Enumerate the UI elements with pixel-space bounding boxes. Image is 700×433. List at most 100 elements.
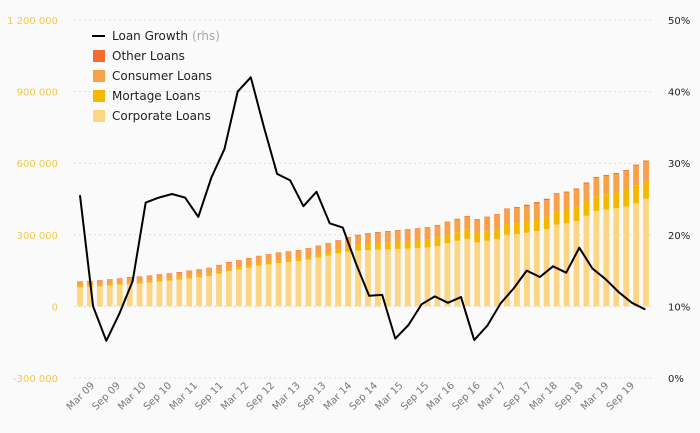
bar-consumer-loans xyxy=(464,216,471,230)
loan-growth-point xyxy=(486,325,488,327)
bar-corporate-loans xyxy=(166,280,173,307)
loan-growth-point xyxy=(499,302,502,305)
bar-corporate-loans xyxy=(484,240,491,307)
loan-growth-point xyxy=(329,222,331,224)
bar-corporate-loans xyxy=(265,264,272,307)
bar-mortage-loans xyxy=(216,271,222,274)
bar-other-loans xyxy=(444,221,451,223)
bar-mortage-loans xyxy=(255,263,262,266)
bar-mortage-loans xyxy=(126,282,133,285)
bar-mortage-loans xyxy=(235,267,242,270)
bar-consumer-loans xyxy=(265,254,272,263)
legend-hint: (rhs) xyxy=(192,29,220,43)
bar-consumer-loans xyxy=(563,192,570,210)
bar-other-loans xyxy=(514,207,520,209)
bar-corporate-loans xyxy=(464,238,471,307)
bar-corporate-loans xyxy=(514,234,520,307)
left-tick-label: 300 000 xyxy=(17,231,58,242)
bar-consumer-loans xyxy=(613,173,620,193)
bar-corporate-loans xyxy=(275,262,282,307)
loan-growth-point xyxy=(447,302,449,304)
bar-corporate-loans xyxy=(226,271,232,307)
bar-other-loans xyxy=(414,228,421,230)
bar-consumer-loans xyxy=(533,203,540,220)
bar-corporate-loans xyxy=(116,284,123,307)
bar-other-loans xyxy=(593,177,600,178)
bar-mortage-loans xyxy=(146,280,153,283)
bar-corporate-loans xyxy=(365,250,371,307)
loan-growth-point xyxy=(578,247,580,249)
legend-label: Consumer Loans xyxy=(112,69,212,83)
loan-growth-point xyxy=(644,308,646,310)
bar-corporate-loans xyxy=(643,198,649,307)
bar-mortage-loans xyxy=(593,196,600,211)
bar-other-loans xyxy=(325,243,332,244)
bar-other-loans xyxy=(623,170,630,172)
bar-consumer-loans xyxy=(186,271,193,277)
loan-growth-point xyxy=(92,305,94,307)
bar-other-loans xyxy=(583,182,590,184)
loan-growth-point xyxy=(342,227,344,229)
loan-growth-point xyxy=(513,287,515,290)
bar-consumer-loans xyxy=(394,230,401,242)
bar-mortage-loans xyxy=(365,244,371,251)
bar-consumer-loans xyxy=(494,214,500,230)
bar-mortage-loans xyxy=(96,284,103,287)
bar-corporate-loans xyxy=(77,287,83,307)
bar-consumer-loans xyxy=(553,194,560,212)
bar-other-loans xyxy=(543,198,550,201)
loan-growth-point xyxy=(263,126,265,128)
bar-corporate-loans xyxy=(424,247,431,307)
left-axis-ticks: -300 000 0 300 000 600 000 900 000 1 200 000 xyxy=(7,16,58,385)
bar-other-loans xyxy=(404,229,411,231)
bar-consumer-loans xyxy=(176,272,183,278)
bar-consumer-loans xyxy=(454,219,461,233)
bar-mortage-loans xyxy=(275,260,282,263)
right-tick-label: 10% xyxy=(668,302,690,313)
bar-corporate-loans xyxy=(603,209,610,307)
loan-growth-point xyxy=(210,176,212,179)
bar-other-loans xyxy=(603,174,610,176)
bar-other-loans xyxy=(424,227,431,228)
bar-corporate-loans xyxy=(434,246,441,307)
loan-growth-point xyxy=(79,194,81,197)
bar-other-loans xyxy=(533,202,540,204)
bar-other-loans xyxy=(553,193,560,195)
bar-mortage-loans xyxy=(484,231,491,241)
bar-corporate-loans xyxy=(543,229,550,307)
bar-consumer-loans xyxy=(623,171,630,190)
bar-corporate-loans xyxy=(573,220,580,307)
bar-consumer-loans xyxy=(514,208,520,224)
loan-growth-point xyxy=(618,291,620,293)
legend-swatch xyxy=(93,70,105,82)
legend-label: Other Loans xyxy=(112,49,185,63)
left-tick-label: 600 000 xyxy=(17,159,58,170)
bar-consumer-loans xyxy=(633,165,639,186)
bar-corporate-loans xyxy=(494,239,500,307)
right-tick-label: 0% xyxy=(668,374,684,385)
loan-growth-point xyxy=(591,267,594,270)
bar-corporate-loans xyxy=(196,277,203,307)
bar-corporate-loans xyxy=(394,248,401,307)
bar-corporate-loans xyxy=(235,269,242,307)
bar-other-loans xyxy=(305,248,312,249)
bar-corporate-loans xyxy=(315,257,322,307)
bar-mortage-loans xyxy=(583,201,590,216)
bar-consumer-loans xyxy=(136,276,143,282)
loan-growth-point xyxy=(223,148,226,150)
bar-corporate-loans xyxy=(176,279,183,307)
bar-other-loans xyxy=(315,245,322,247)
bar-consumer-loans xyxy=(206,268,212,275)
bar-corporate-loans xyxy=(255,265,262,307)
loan-growth-point xyxy=(237,91,239,93)
bar-other-loans xyxy=(345,236,352,238)
loan-growth-point xyxy=(526,270,528,272)
bar-corporate-loans xyxy=(206,276,212,307)
loan-growth-point xyxy=(473,339,475,341)
bar-corporate-loans xyxy=(96,286,103,307)
bar-mortage-loans xyxy=(345,246,352,252)
bar-mortage-loans xyxy=(156,279,163,282)
bar-other-loans xyxy=(335,240,342,242)
bar-mortage-loans xyxy=(633,185,639,204)
bar-corporate-loans xyxy=(325,255,332,307)
